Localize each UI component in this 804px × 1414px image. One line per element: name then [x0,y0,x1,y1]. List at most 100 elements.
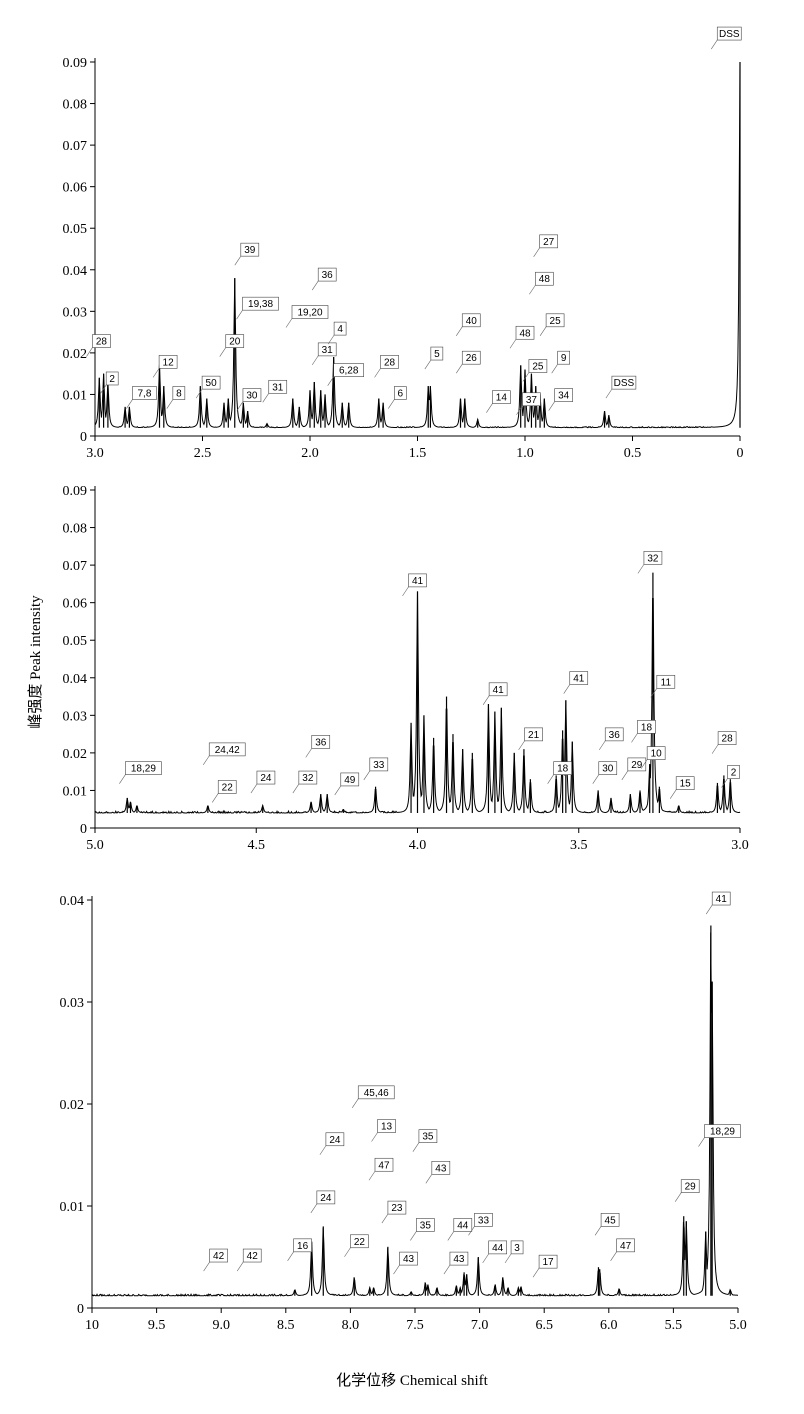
peak-label-box [598,761,618,775]
peak-label-leader [234,255,242,266]
peak-label: 37 [526,395,538,406]
peak-label-box [637,720,656,734]
x-tick-label: 10 [85,1318,99,1333]
peak-label-box [453,1218,473,1232]
peak-label-box [430,346,444,361]
peak-label-leader [425,1174,433,1184]
y-tick-label: 0 [80,822,87,837]
peak-label: 10 [651,749,663,760]
peak-label-box [604,727,624,742]
peak-label-group: 41 [705,891,731,915]
peak-label: 17 [543,1257,555,1268]
peak-label-group: 44 [482,1240,507,1264]
peak-label-group: 27 [533,234,558,258]
peak-label: 24 [260,773,272,784]
x-tick-label: 7.5 [406,1318,424,1333]
peak-label-leader [610,1251,617,1262]
peak-label: 19,38 [248,299,273,310]
peak-label-box [727,765,740,779]
peak-label-leader [711,744,719,754]
y-tick-label: 0.06 [63,597,88,612]
peak-label: 8 [176,389,182,400]
peak-label-box [374,1157,394,1172]
y-tick-label: 0.01 [63,388,88,403]
peak-label-group: 41 [482,682,508,705]
peak-label-box [474,1213,493,1227]
peak-label-group: 28 [86,334,111,357]
peak-label-box [291,305,329,319]
peak-label: 29 [631,760,643,771]
x-tick-label: 2.5 [194,446,212,461]
peak-label-leader [640,759,648,769]
peak-label: 43 [435,1163,447,1174]
peak-label-leader [344,1247,351,1257]
peak-label: 21 [528,730,540,741]
peak-label: 32 [647,553,659,564]
peak-label-leader [219,347,226,357]
peak-label-leader [202,755,210,766]
peak-label-leader [456,364,463,374]
peak-label-leader [548,401,555,411]
peak-label: 3 [514,1243,520,1254]
peak-label-group: 41 [563,671,589,694]
peak-label-group: 16 [287,1238,312,1262]
peak-label-leader [327,334,335,345]
peak-label-group: 32 [637,551,663,574]
peak-label: 24 [320,1193,332,1204]
peak-label-box [208,742,246,757]
peak-label-leader [119,774,126,784]
peak-label-group: 35 [412,1129,438,1152]
middle-spectrum-panel: 0 0.01 0.02 0.03 0.04 0.05 0.06 0.07 0.08 0.09 5.0… [63,484,749,853]
peak-label-group: DSS [711,26,742,50]
peak-label: 25 [550,316,562,327]
x-tick-label: 8.5 [277,1318,295,1333]
peak-label-group: 26 [456,350,481,374]
peak-label: 24 [329,1135,341,1146]
peak-label: 31 [322,345,334,356]
peak-label: 28 [96,337,108,348]
peak-label: 32 [302,773,314,784]
y-axis-title: 峰强度 Peak intensity [27,595,44,729]
x-tick-label: 5.0 [86,838,104,853]
peak-label-group: 39 [234,242,260,266]
peak-label: 28 [384,357,396,368]
peak-label: 43 [403,1254,415,1265]
peak-label-group: 30 [236,388,262,411]
peak-label-group: 3 [504,1240,524,1264]
peak-label-box [242,1248,262,1263]
y-tick-label: 0.07 [63,139,88,154]
peak-label-group: 17 [532,1254,558,1278]
peak-label-leader [650,688,658,698]
peak-label-leader [374,368,381,378]
peak-label: 33 [373,760,385,771]
peak-label: 35 [422,1132,434,1143]
peak-label-box [399,1251,418,1266]
peak-label-box [256,770,276,785]
peak-label: 30 [602,764,614,775]
peak-label: 11 [661,677,672,688]
peak-label-group: 11 [650,674,676,698]
peak-label-leader [236,1261,244,1272]
peak-label-leader [592,774,600,784]
peak-label: DSS [719,29,740,40]
x-tick-label: 0.5 [624,446,642,461]
y-tick-label: 0.09 [63,484,88,499]
peak-label-leader [621,770,629,781]
peak-label-group: 50 [195,375,221,399]
y-tick-label: 0.04 [60,894,85,909]
peak-label-group: 42 [203,1248,228,1272]
peak-label: 20 [229,337,241,348]
peak-label-group: 24,42 [202,742,246,766]
peak-label: 18,29 [710,1127,735,1138]
peak-label-box [557,350,571,365]
y-tick-label: 0.09 [63,56,88,71]
peak-label-box [646,746,666,760]
peak-label: 41 [573,674,585,685]
peak-label-box [132,386,157,400]
peak-label: 41 [412,576,424,587]
peak-label-box [333,321,347,336]
peak-label-box [377,1119,396,1133]
x-tick-label: 0 [737,446,744,461]
x-tick-label: 5.0 [729,1318,747,1333]
peak-label-box [311,735,331,749]
